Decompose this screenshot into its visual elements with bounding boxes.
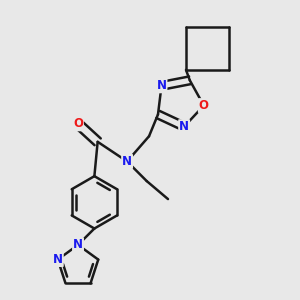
- Text: O: O: [199, 99, 209, 112]
- Text: N: N: [179, 120, 189, 133]
- Text: N: N: [53, 253, 63, 266]
- Text: N: N: [157, 79, 166, 92]
- Text: N: N: [122, 155, 132, 168]
- Text: O: O: [73, 117, 83, 130]
- Text: N: N: [73, 238, 83, 251]
